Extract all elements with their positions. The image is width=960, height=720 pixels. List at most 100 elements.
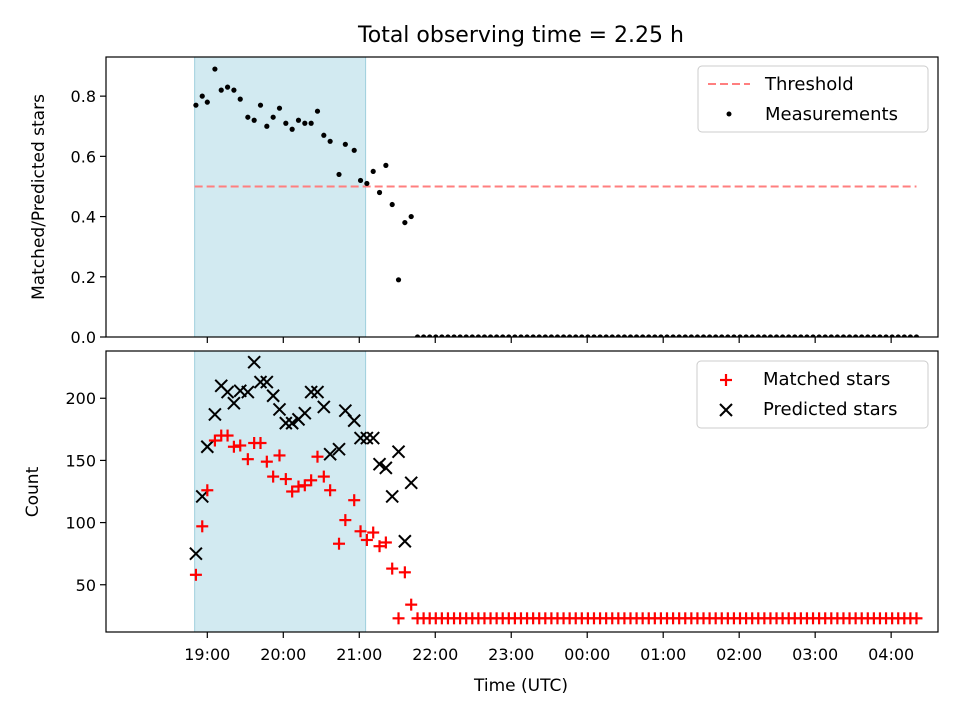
matched-star-point (339, 514, 352, 527)
predicted-star-point (220, 385, 235, 399)
y-tick-label: 200 (65, 389, 96, 408)
measurement-point-zero (494, 334, 500, 337)
measurement-point-zero (853, 334, 859, 337)
legend-predicted-label: Predicted stars (763, 399, 897, 420)
y-tick-label: 0.8 (71, 87, 96, 106)
x-tick-label: 04:00 (868, 645, 914, 664)
top-shaded-region (194, 57, 366, 337)
measurement-point-zero (670, 334, 676, 337)
measurement-point-zero (609, 334, 615, 337)
measurement-point-zero (615, 334, 621, 337)
top-panel: Total observing time = 2.25 h 0.00.20.40… (29, 23, 939, 347)
legend-matched-label: Matched stars (763, 369, 890, 390)
top-y-ticks: 0.0 0.2 0.4 0.6 0.8 (71, 87, 106, 347)
matched-star-point (317, 470, 330, 483)
x-tick-label: 20:00 (260, 645, 306, 664)
bottom-y-ticks: 50 100 150 200 (65, 389, 106, 595)
matched-star-point (324, 484, 337, 497)
legend-matched-symbol (720, 374, 732, 386)
predicted-star-point (317, 400, 331, 414)
measurement-point (351, 147, 357, 153)
predicted-star-point (266, 389, 280, 403)
measurement-point-zero (554, 334, 561, 337)
predicted-star-point (332, 442, 346, 456)
measurement-point-zero (859, 334, 865, 337)
measurement-point-zero (457, 334, 463, 337)
measurement-point (283, 120, 289, 126)
matched-star-point (305, 474, 318, 487)
measurement-point (408, 213, 414, 220)
matched-star-point (333, 537, 346, 550)
measurement-point-zero (865, 334, 871, 337)
measurement-point-zero (822, 334, 828, 337)
matched-star-point (196, 520, 209, 533)
measurement-point-zero (676, 334, 682, 337)
predicted-star-point (279, 416, 293, 430)
measurement-point-zero (737, 334, 743, 337)
matched-star-point (367, 526, 380, 539)
matched-star-point (379, 536, 392, 549)
predicted-star-point (189, 546, 203, 561)
measurement-point-zero (542, 334, 548, 337)
measurement-point-zero (591, 334, 597, 337)
measurement-point-zero (536, 334, 542, 337)
matched-star-point (260, 455, 273, 468)
bottom-y-axis-label: Count (23, 466, 43, 517)
matched-star-point (386, 562, 399, 575)
measurement-point (289, 126, 295, 132)
y-tick-label: 0.6 (71, 147, 96, 166)
measurement-point (336, 171, 342, 178)
predicted-star-point (391, 445, 406, 459)
bottom-shaded-region (194, 351, 366, 632)
matched-star-point (360, 533, 373, 546)
measurement-point-zero (786, 334, 792, 337)
predicted-star-point (379, 461, 393, 475)
predicted-star-point (253, 375, 268, 389)
measurement-point (224, 84, 231, 90)
measurement-point (395, 277, 402, 283)
top-axes-frame (105, 56, 939, 338)
predicted-star-point (347, 413, 361, 428)
legend-measurements-symbol (726, 111, 732, 117)
measurement-point (302, 120, 308, 126)
measurement-point-zero (828, 334, 834, 337)
matched-star-point (267, 470, 280, 483)
y-tick-label: 50 (76, 576, 96, 595)
measurement-point-zero (658, 334, 664, 337)
predicted-star-point (208, 407, 222, 422)
measurement-point (383, 162, 389, 168)
predicted-star-point (247, 355, 261, 369)
matched-star-point (279, 473, 292, 486)
measurement-point (193, 102, 199, 108)
measurement-point-zero (810, 334, 816, 337)
measurement-point (237, 96, 243, 102)
matched-star-point (201, 484, 214, 497)
bottom-plot-area (189, 351, 923, 632)
measurement-point-zero (512, 334, 518, 337)
matched-star-point (348, 494, 361, 507)
measurement-point-zero (421, 334, 427, 337)
measurement-point (389, 201, 395, 208)
x-tick-label: 02:00 (716, 645, 762, 664)
measurement-point-zero (414, 334, 421, 337)
predicted-star-point (323, 447, 337, 461)
matched-star-point (392, 612, 405, 625)
legend-threshold-label: Threshold (764, 74, 854, 95)
predicted-star-point (285, 416, 299, 430)
measurement-point-zero (469, 334, 475, 337)
matched-star-point (208, 434, 221, 447)
measurement-point-zero (700, 334, 707, 337)
top-title: Total observing time = 2.25 h (357, 23, 684, 48)
measurement-point (245, 114, 251, 120)
measurement-point-zero (567, 334, 573, 337)
measurement-point-zero (548, 334, 554, 337)
measurement-point (295, 117, 302, 123)
measurement-point-zero (597, 334, 603, 337)
measurement-point-zero (773, 334, 780, 337)
measurement-point (321, 132, 327, 138)
measurement-point-zero (481, 334, 488, 337)
measurement-point-zero (895, 334, 901, 337)
y-tick-label: 0.0 (71, 328, 96, 347)
matched-star-point (273, 449, 286, 462)
measurement-point-zero (439, 334, 445, 337)
